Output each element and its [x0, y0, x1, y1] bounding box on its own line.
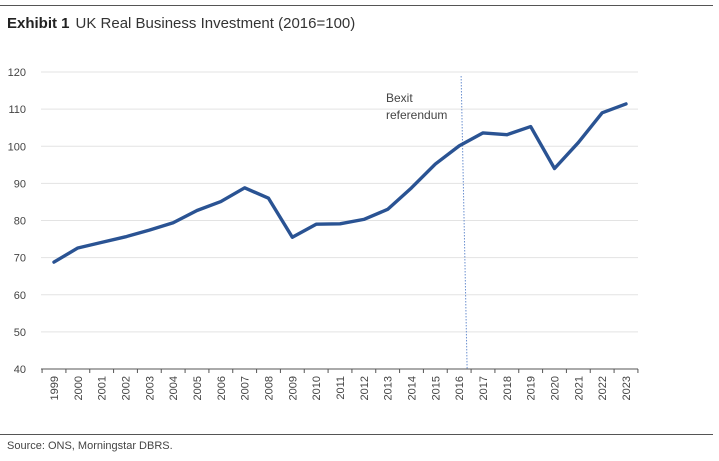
y-axis-ticks: 40 50 60 70 80 90 100 110 120 [8, 67, 26, 376]
chart-title: UK Real Business Investment (2016=100) [75, 15, 356, 32]
top-rule [0, 5, 713, 6]
y-tick-label-120: 120 [8, 67, 26, 79]
x-tick-label-2018: 2018 [502, 376, 514, 400]
x-tick-label-2013: 2013 [383, 376, 395, 400]
source-note: Source: ONS, Morningstar DBRS. [7, 440, 173, 452]
y-tick-label-60: 60 [14, 290, 26, 302]
x-tick-label-2000: 2000 [73, 376, 85, 400]
x-tick-label-2022: 2022 [597, 376, 609, 400]
x-tick-label-2017: 2017 [478, 376, 490, 400]
x-tick-label-2002: 2002 [121, 376, 133, 400]
bottom-rule [0, 434, 713, 435]
series-group [52, 102, 628, 264]
x-axis [41, 368, 639, 373]
series-line [52, 102, 628, 264]
gridlines [41, 71, 638, 333]
y-tick-label-110: 110 [8, 104, 26, 116]
x-tick-label-2015: 2015 [430, 376, 442, 400]
y-tick-label-70: 70 [14, 253, 26, 265]
x-tick-label-2023: 2023 [621, 376, 633, 400]
x-tick-label-2019: 2019 [526, 376, 538, 400]
x-tick-label-2010: 2010 [311, 376, 323, 400]
y-tick-label-80: 80 [14, 216, 26, 228]
y-tick-label-40: 40 [14, 364, 26, 376]
x-tick-label-2008: 2008 [264, 376, 276, 400]
exhibit-title: Exhibit 1 UK Real Business Investment (20… [7, 15, 355, 32]
x-tick-label-2011: 2011 [335, 376, 347, 400]
annotation-label: referendum [386, 108, 447, 122]
y-tick-label-90: 90 [14, 178, 26, 190]
x-tick-label-2020: 2020 [550, 376, 562, 400]
x-tick-label-2006: 2006 [216, 376, 228, 400]
x-tick-label-2004: 2004 [168, 376, 180, 400]
y-tick-label-50: 50 [14, 327, 26, 339]
exhibit-number: Exhibit 1 [7, 15, 70, 32]
x-tick-label-2021: 2021 [573, 376, 585, 400]
x-tick-label-1999: 1999 [49, 376, 61, 400]
x-tick-label-2014: 2014 [407, 376, 419, 400]
y-tick-label-100: 100 [8, 141, 26, 153]
x-tick-label-2016: 2016 [454, 376, 466, 400]
x-tick-label-2005: 2005 [192, 376, 204, 400]
referendum-line [460, 75, 468, 370]
x-axis-ticks: 1999 2000 2001 2002 2003 2004 2005 2006 2007 2008… [49, 376, 633, 400]
x-tick-label-2007: 2007 [240, 376, 252, 400]
x-tick-label-2003: 2003 [144, 376, 156, 400]
annotation-label: Bexit [386, 91, 413, 105]
referendum-annotation: Bexit referendum [386, 75, 468, 370]
x-tick-label-2009: 2009 [287, 376, 299, 400]
x-tick-label-2012: 2012 [359, 376, 371, 400]
x-tick-label-2001: 2001 [97, 376, 109, 400]
